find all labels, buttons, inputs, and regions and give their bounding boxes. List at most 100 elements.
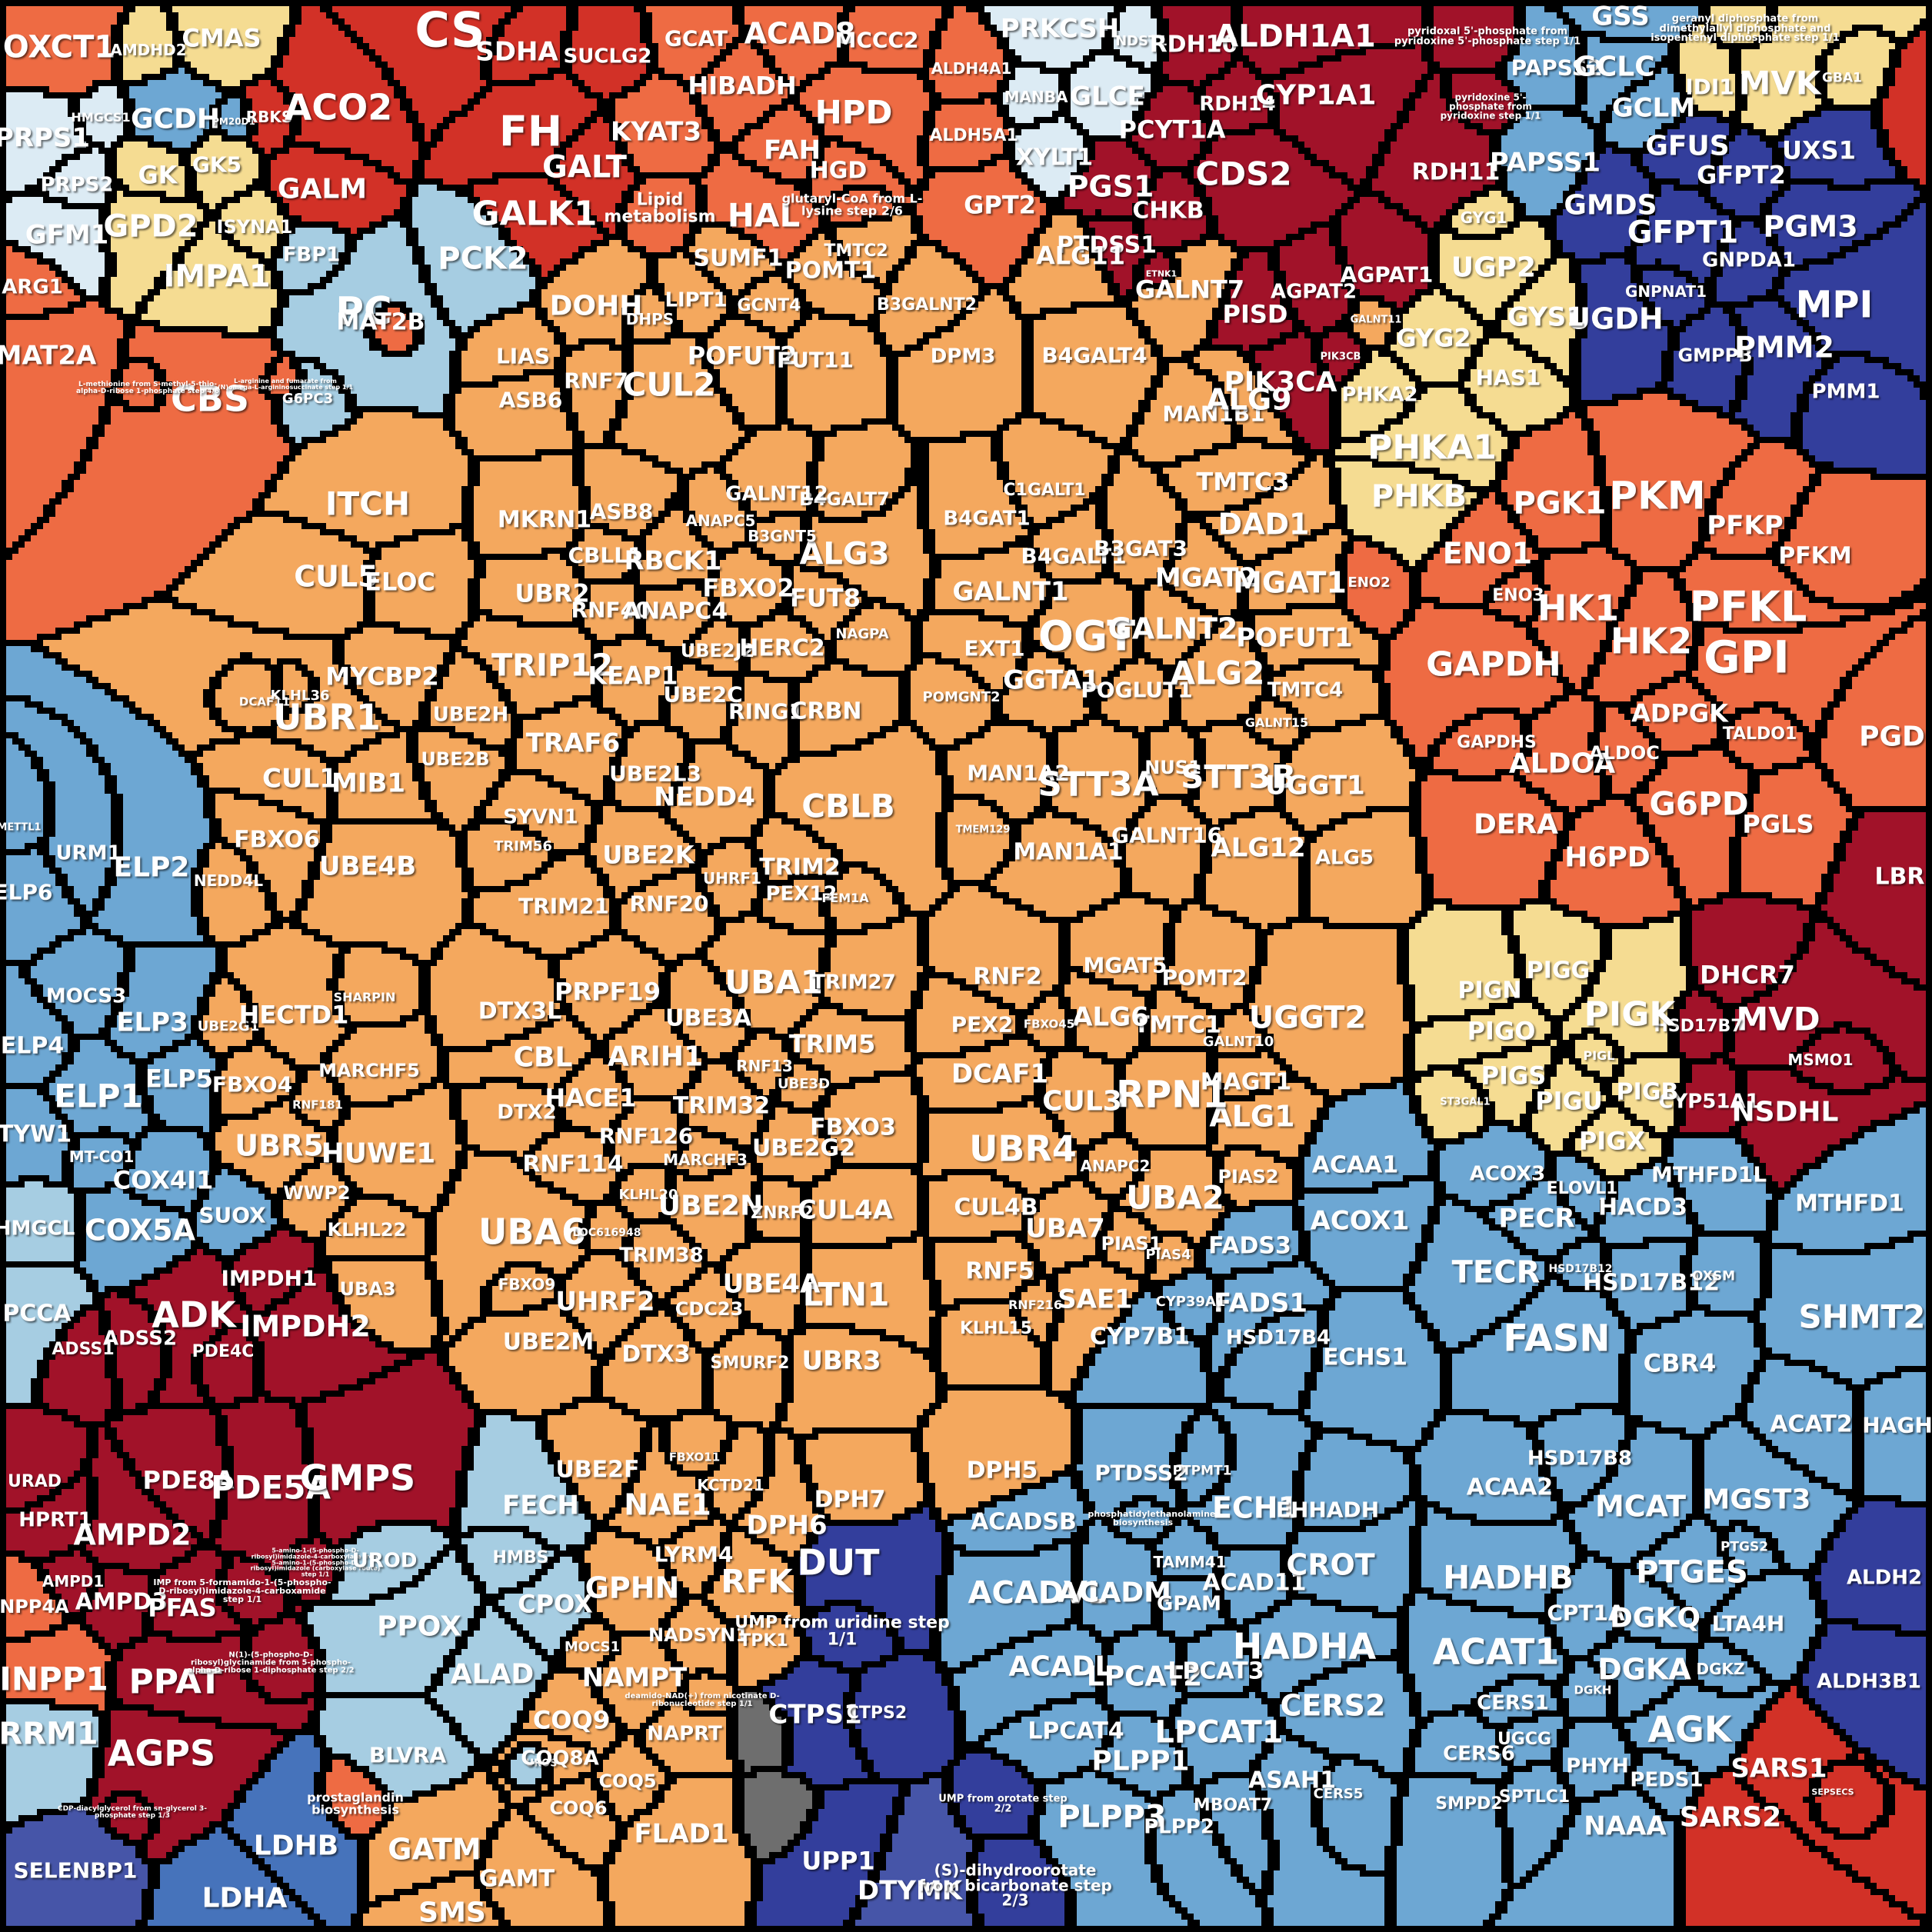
cell-label: ASAH1 bbox=[1247, 1767, 1337, 1794]
cell-label: SHARPIN bbox=[333, 990, 396, 1005]
cell-label: NAE1 bbox=[624, 1487, 711, 1522]
cell-label: UBE4B bbox=[318, 851, 417, 882]
cell-label: SUOX bbox=[198, 1202, 266, 1228]
cell-label: LDHA bbox=[202, 1882, 288, 1914]
cell-label: UBE3A bbox=[665, 1004, 751, 1032]
cell-label: ALDOC bbox=[1589, 742, 1660, 764]
cell-label: MARCHF5 bbox=[318, 1060, 420, 1082]
cell-label: B4GALT4 bbox=[1041, 342, 1148, 368]
cell-label: LBR bbox=[1874, 863, 1925, 891]
cell-label: COQ6 bbox=[549, 1797, 608, 1820]
cell-label: PIGU bbox=[1535, 1086, 1603, 1116]
cell-label: OGT bbox=[1038, 611, 1136, 661]
cell-label: RBKS bbox=[245, 108, 293, 127]
cell-label: DTX3L bbox=[478, 998, 562, 1025]
cell-label: CBR4 bbox=[1643, 1348, 1717, 1378]
cell-label: TMTC4 bbox=[1267, 678, 1344, 702]
cell-label: KEAP1 bbox=[588, 661, 678, 691]
cell-label: GALT bbox=[542, 149, 627, 185]
cell-label: LIAS bbox=[495, 343, 551, 369]
cell-label: PLPP3 bbox=[1058, 1799, 1167, 1835]
cell-label: GMDS bbox=[1564, 189, 1657, 222]
cell-label: ASB6 bbox=[498, 387, 563, 413]
cell-label: PIGO bbox=[1467, 1016, 1536, 1046]
cell-label: METTL1 bbox=[0, 821, 42, 834]
cell-label: HECTD1 bbox=[238, 1000, 349, 1030]
cell-label: COX4I1 bbox=[112, 1165, 214, 1195]
cell-label: GALNT11 bbox=[1350, 314, 1402, 326]
cell-label: CYP7B1 bbox=[1089, 1323, 1191, 1351]
cell-label: ST3GAL1 bbox=[1440, 1096, 1491, 1108]
cell-label: GYG2 bbox=[1396, 323, 1471, 353]
cell-label: B3GNT5 bbox=[748, 527, 817, 546]
cell-label: GALK1 bbox=[471, 194, 598, 234]
cell-label: ALG2 bbox=[1170, 654, 1265, 692]
cell-label: ACADSB bbox=[971, 1508, 1077, 1536]
cell-label: CBS bbox=[171, 378, 249, 420]
cell-label: CUL3 bbox=[1042, 1085, 1122, 1118]
cell-label: PGM3 bbox=[1763, 209, 1858, 244]
cell-label: DGKZ bbox=[1696, 1660, 1745, 1679]
cell-label: PCK2 bbox=[438, 241, 528, 277]
cell-label: ACAA1 bbox=[1311, 1151, 1399, 1179]
cell-label: GPD2 bbox=[103, 208, 198, 245]
cell-label: HK1 bbox=[1537, 587, 1620, 629]
cell-label: EXT1 bbox=[964, 635, 1025, 661]
cell-label: TYW1 bbox=[0, 1121, 72, 1148]
cell-label: FBXO45 bbox=[1023, 1017, 1075, 1031]
cell-label: ELP3 bbox=[116, 1007, 188, 1038]
cell-label: RNF126 bbox=[598, 1123, 694, 1149]
cell-label: RBCK1 bbox=[624, 545, 722, 577]
cell-label: GALNT15 bbox=[1244, 715, 1309, 731]
cell-label: TMTC2 bbox=[824, 242, 888, 261]
cell-label: POMT2 bbox=[1161, 964, 1247, 991]
cell-label: ALG6 bbox=[1072, 1001, 1149, 1033]
cell-label: GAMT bbox=[478, 1865, 555, 1893]
cell-label: DGKH bbox=[1574, 1683, 1612, 1697]
cell-label: ENO2 bbox=[1347, 575, 1391, 591]
cell-label: PRPS2 bbox=[40, 173, 114, 197]
cell-label: PAPSS1 bbox=[1489, 147, 1601, 178]
cell-label: UBR1 bbox=[273, 696, 381, 738]
cell-label: GFPT1 bbox=[1627, 215, 1739, 251]
cell-label: ANAPC4 bbox=[622, 598, 728, 625]
cell-label: MPI bbox=[1795, 283, 1874, 327]
cell-label: DCAF11 bbox=[238, 695, 291, 709]
cell-label: ECH1 bbox=[1211, 1491, 1299, 1525]
cell-label: UGGT2 bbox=[1248, 1000, 1367, 1036]
cell-label: PISD bbox=[1222, 299, 1288, 329]
cell-label: RRM1 bbox=[0, 1716, 98, 1752]
cell-label: KYAT3 bbox=[610, 116, 702, 148]
cell-label: SUMF1 bbox=[693, 245, 784, 272]
cell-label: FBXO6 bbox=[234, 826, 320, 854]
cell-label: PPAT bbox=[128, 1662, 222, 1702]
cell-label: GCNT4 bbox=[737, 296, 801, 316]
cell-label: UGCG bbox=[1497, 1730, 1552, 1750]
cell-label: FBXO3 bbox=[810, 1114, 896, 1141]
cell-label: FADS3 bbox=[1208, 1232, 1291, 1260]
cell-label: TRIM27 bbox=[811, 971, 896, 994]
cell-label: PC bbox=[335, 288, 392, 334]
cell-label: PFKP bbox=[1707, 510, 1784, 541]
cell-label: DGKQ bbox=[1610, 1602, 1700, 1634]
cell-label: DTX3 bbox=[621, 1341, 691, 1368]
cell-label: GFUS bbox=[1645, 130, 1730, 162]
cell-label: PIAS1 bbox=[1101, 1233, 1162, 1255]
cell-label: CBL bbox=[513, 1041, 573, 1074]
cell-label: ANAPC2 bbox=[1080, 1157, 1151, 1176]
cell-label: ARG1 bbox=[2, 275, 63, 299]
cell-label: CDP-diacylglycerol from sn-glycerol 3-ph… bbox=[57, 1805, 208, 1820]
cell-label: AGPAT2 bbox=[1270, 280, 1357, 304]
cell-label: POFUT1 bbox=[1236, 622, 1353, 654]
cell-label: ACAT2 bbox=[1770, 1411, 1853, 1438]
cell-label: PAPSS2 bbox=[1511, 55, 1603, 81]
cell-label: PMM2 bbox=[1734, 330, 1834, 365]
cell-label: UBE2G1 bbox=[197, 1018, 260, 1035]
cell-label: GAPDH bbox=[1426, 645, 1561, 685]
cell-label: HMGCS1 bbox=[71, 110, 131, 125]
cell-label: POFUT2 bbox=[687, 341, 798, 371]
cell-label: NSDHL bbox=[1731, 1096, 1839, 1128]
cell-label: UBR2 bbox=[515, 578, 590, 608]
cell-label: LIPT1 bbox=[665, 288, 728, 312]
cell-label: LYRM4 bbox=[654, 1541, 734, 1567]
